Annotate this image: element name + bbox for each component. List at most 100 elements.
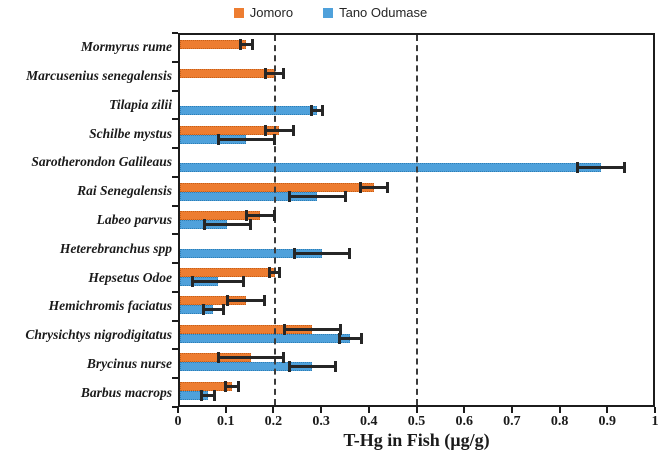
x-tick-label: 0 (174, 414, 182, 429)
bar-row (180, 35, 653, 63)
jomoro-error-bar (238, 39, 254, 51)
error-line (577, 166, 625, 170)
reference-line-0.5 (415, 35, 418, 405)
error-line (239, 43, 253, 47)
x-tick-label: 0.3 (312, 414, 330, 429)
category-label: Tilapia zilii (109, 96, 172, 112)
jomoro-error-bar (216, 352, 286, 364)
tano-odumase-swatch-icon (323, 7, 334, 18)
y-tick (172, 89, 178, 92)
error-line (359, 185, 389, 189)
error-cap (272, 210, 276, 222)
x-tick (367, 407, 370, 413)
error-cap (248, 219, 252, 231)
error-cap (343, 190, 347, 202)
tano-odumase-error-bar (200, 389, 217, 401)
category-label: Schilbe mystus (89, 125, 172, 141)
error-line (225, 384, 239, 388)
error-cap (348, 247, 352, 259)
category-label: Heterebranchus spp (59, 240, 172, 256)
y-tick (172, 262, 178, 265)
error-cap (213, 389, 217, 401)
error-cap (359, 332, 363, 344)
y-tick (172, 348, 178, 351)
legend-label-jomoro: Jomoro (249, 5, 294, 20)
y-tick (172, 319, 178, 322)
error-line (284, 327, 341, 331)
error-line (311, 109, 323, 113)
x-tick-label: 0.8 (550, 414, 569, 429)
category-label: Hemichromis faciatus (48, 298, 172, 314)
y-axis-ticks (172, 32, 178, 408)
error-line (191, 279, 244, 283)
category-label: Labeo parvus (96, 211, 172, 227)
x-tick (606, 407, 609, 413)
bar-row (180, 320, 653, 348)
error-line (227, 299, 266, 303)
x-tick-label: 1 (651, 414, 659, 429)
y-tick (172, 204, 178, 207)
tano-odumase-error-bar (310, 105, 324, 117)
tano-odumase-error-bar (202, 219, 252, 231)
plot-area (178, 33, 655, 407)
bar-row (180, 206, 653, 234)
error-line (217, 137, 275, 141)
error-cap (250, 39, 254, 51)
jomoro-error-bar (264, 124, 295, 136)
jomoro-bar (180, 40, 247, 50)
error-line (203, 223, 251, 227)
legend: Jomoro Tano Odumase (0, 5, 661, 20)
x-tick (654, 407, 656, 413)
jomoro-error-bar (226, 295, 267, 307)
error-line (338, 336, 362, 340)
jomoro-error-bar (245, 210, 276, 222)
error-cap (622, 162, 626, 174)
category-label: Barbus macrops (80, 384, 172, 400)
y-tick (172, 233, 178, 236)
bar-row (180, 348, 653, 376)
error-cap (320, 105, 324, 117)
tano-odumase-error-bar (216, 133, 276, 145)
legend-label-tano-odumase: Tano Odumase (339, 5, 428, 20)
error-line (288, 194, 346, 198)
error-cap (278, 266, 282, 278)
x-tick (320, 407, 323, 413)
jomoro-swatch-icon (233, 7, 244, 18)
error-line (202, 308, 224, 312)
legend-item-jomoro: Jomoro (233, 5, 294, 20)
x-axis-title: T-Hg in Fish (µg/g) (343, 430, 490, 450)
jomoro-error-bar (264, 67, 286, 79)
jomoro-error-bar (224, 380, 240, 392)
x-tick-label: 0.9 (598, 414, 617, 429)
x-tick (558, 407, 561, 413)
category-label: Marcusenius senegalensis (26, 68, 172, 84)
x-tick-label: 0.7 (503, 414, 521, 429)
x-tick-label: 0.4 (360, 414, 378, 429)
bar-row (180, 92, 653, 120)
error-line (217, 356, 285, 360)
jomoro-error-bar (267, 266, 282, 278)
error-cap (338, 323, 342, 335)
x-tick-label: 0.6 (455, 414, 473, 429)
x-tick (224, 407, 227, 413)
x-tick (415, 407, 418, 413)
jomoro-bar (180, 68, 275, 78)
x-axis-tick-labels: 0 0.1 0.2 0.3 0.4 0.5 0.6 0.7 0.8 0.9 1 (174, 414, 659, 430)
jomoro-error-bar (283, 323, 342, 335)
error-cap (236, 380, 240, 392)
category-label: Hepsetus Odoe (88, 269, 172, 285)
bar-row (180, 63, 653, 91)
x-tick-label: 0.5 (407, 414, 426, 429)
error-line (288, 365, 337, 369)
bar-row (180, 291, 653, 319)
legend-item-tano-odumase: Tano Odumase (323, 5, 427, 20)
bar-rows (180, 35, 653, 405)
y-tick (172, 175, 178, 178)
category-label: Mormyrus rume (80, 39, 172, 55)
error-line (293, 251, 351, 255)
y-tick (172, 377, 178, 380)
error-cap (272, 133, 276, 145)
tano-odumase-bar (180, 163, 601, 173)
category-label: Brycinus nurse (86, 355, 172, 371)
jomoro-error-bar (358, 181, 390, 193)
